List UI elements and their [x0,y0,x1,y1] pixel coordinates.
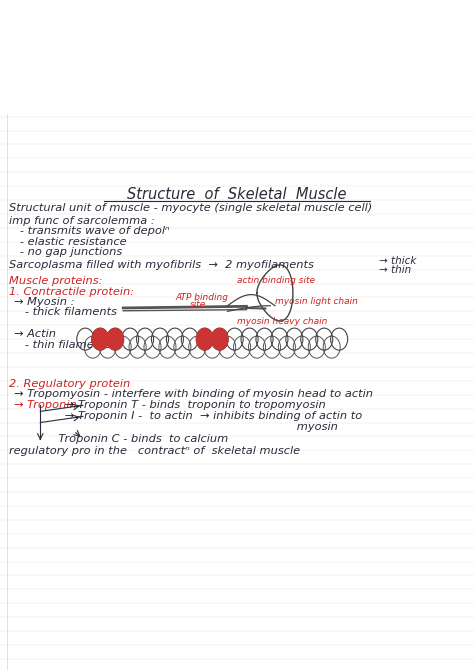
Text: - no gap junctions: - no gap junctions [9,247,123,257]
Text: → thin: → thin [379,265,411,275]
Text: myosin light chain: myosin light chain [275,297,358,306]
Text: ATP binding: ATP binding [175,293,228,302]
Text: myosin heavy chain: myosin heavy chain [237,317,328,326]
Ellipse shape [211,328,228,350]
Text: → Tropomyosin - interfere with binding of myosin head to actin: → Tropomyosin - interfere with binding o… [14,389,373,399]
Text: Sarcoplasma filled with myofibrils  →  2 myofilaments: Sarcoplasma filled with myofibrils → 2 m… [9,260,314,270]
Text: imp func of sarcolemma :: imp func of sarcolemma : [9,216,155,226]
Text: - thin filaments: - thin filaments [14,340,111,350]
Text: → Myosin :: → Myosin : [14,297,75,308]
Text: Structure  of  Skeletal  Muscle: Structure of Skeletal Muscle [127,187,347,202]
Text: actin binding site: actin binding site [237,276,315,285]
Text: Muscle proteins:: Muscle proteins: [9,276,103,285]
Text: Troponin C - binds  to calcium: Troponin C - binds to calcium [33,433,228,444]
Text: → Troponin I -  to actin  → inhibits binding of actin to: → Troponin I - to actin → inhibits bindi… [14,411,363,421]
Ellipse shape [91,328,109,350]
Text: → Troponin T - binds  troponin to tropomyosin: → Troponin T - binds troponin to tropomy… [14,400,326,410]
Text: - transmits wave of depolⁿ: - transmits wave of depolⁿ [9,226,170,237]
Text: - thick filaments: - thick filaments [14,308,117,318]
Text: - elastic resistance: - elastic resistance [9,237,127,247]
Ellipse shape [196,328,213,350]
Text: site: site [190,299,206,309]
Text: → thick: → thick [379,256,417,266]
Ellipse shape [107,328,124,350]
Text: 1. Contractile protein:: 1. Contractile protein: [9,287,135,297]
Text: → Troponin: → Troponin [14,400,77,410]
Text: Structural unit of muscle - myocyte (single skeletal muscle cell): Structural unit of muscle - myocyte (sin… [9,204,373,214]
Text: 2. Regulatory protein: 2. Regulatory protein [9,379,131,389]
Text: regulatory pro in the   contractⁿ of  skeletal muscle: regulatory pro in the contractⁿ of skele… [9,446,301,456]
Text: → Actin: → Actin [14,329,56,339]
Text: myosin: myosin [14,422,338,432]
